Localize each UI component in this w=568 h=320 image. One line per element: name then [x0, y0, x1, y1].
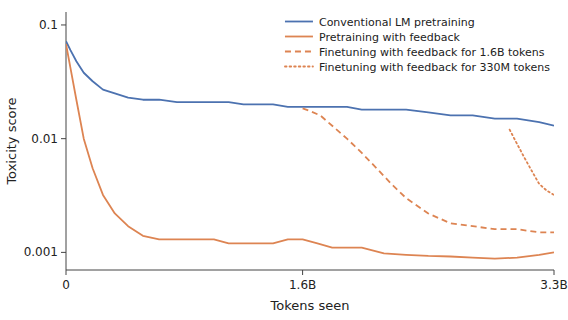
x-tick	[554, 270, 555, 275]
x-tick	[66, 270, 67, 275]
y-tick	[61, 252, 66, 253]
y-tick	[61, 24, 66, 25]
legend-swatch	[285, 66, 313, 68]
series-line	[510, 130, 554, 195]
y-tick-label: 0.01	[31, 132, 58, 146]
x-axis-line	[66, 270, 554, 271]
y-tick	[61, 138, 66, 139]
series-line	[66, 41, 554, 126]
legend-swatch	[285, 21, 313, 23]
y-tick-label: 0.1	[39, 18, 58, 32]
x-tick-label: 0	[62, 278, 70, 292]
legend-swatch	[285, 36, 313, 38]
x-tick-label: 3.3B	[540, 278, 567, 292]
x-tick	[302, 270, 303, 275]
series-line	[303, 108, 554, 232]
legend-label: Finetuning with feedback for 1.6B tokens	[319, 46, 545, 59]
legend-label: Conventional LM pretraining	[319, 16, 475, 29]
x-ticks: 0 1.6B 3.3B	[62, 270, 567, 292]
legend-swatch	[285, 51, 313, 53]
plot-area	[66, 41, 554, 259]
legend-label: Finetuning with feedback for 330M tokens	[319, 61, 550, 74]
x-tick-label: 1.6B	[289, 278, 316, 292]
series-line	[66, 44, 554, 259]
y-axis-label: Toxicity score	[4, 97, 19, 185]
legend-label: Pretraining with feedback	[319, 31, 461, 44]
chart: 0 1.6B 3.3B 0.001 0.01 0.1 Tokens seen Toxicity…	[0, 0, 568, 320]
y-tick-label: 0.001	[24, 245, 58, 259]
x-axis-label: Tokens seen	[270, 298, 350, 313]
y-ticks: 0.001 0.01 0.1	[24, 18, 66, 259]
legend: Conventional LM pretraining Pretraining w…	[285, 16, 550, 74]
